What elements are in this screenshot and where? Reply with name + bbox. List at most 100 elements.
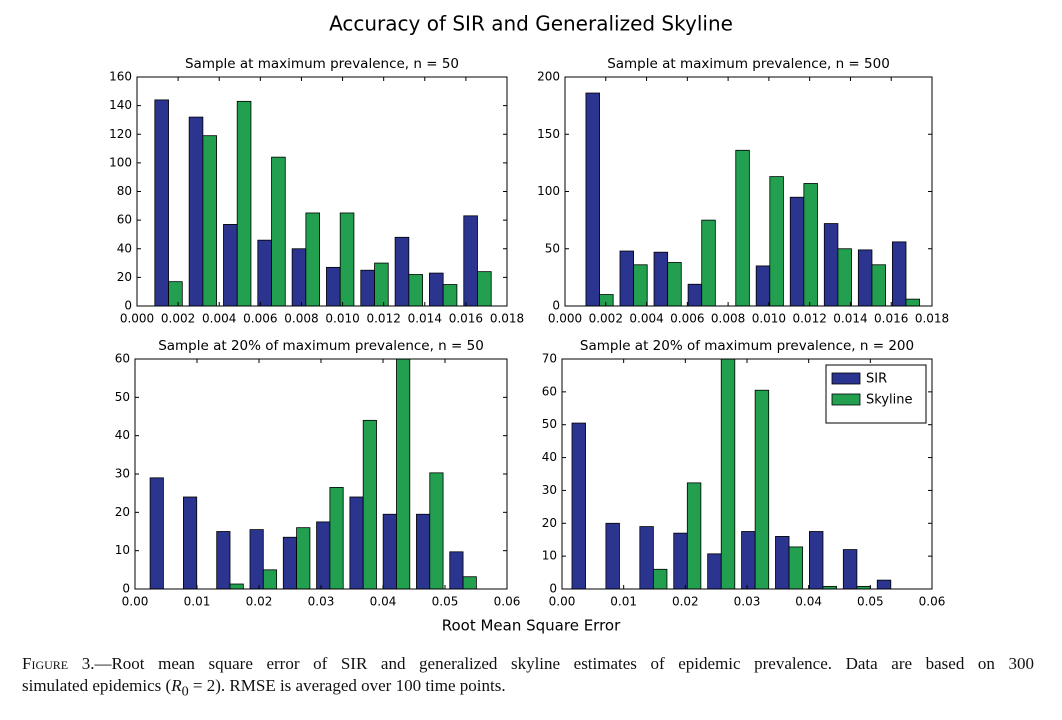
bar [429,272,444,306]
x-tick-label: 0.03 [308,595,335,609]
y-tick-label: 70 [542,352,557,366]
figure: Accuracy of SIR and Generalized Skyline … [109,12,949,635]
x-tick-label: 0.05 [432,595,459,609]
y-tick-label: 40 [117,241,132,255]
y-tick-label: 140 [109,98,132,112]
y-tick-label: 10 [542,549,557,563]
bar [154,99,169,306]
y-tick-label: 60 [542,384,557,398]
y-tick-label: 30 [542,483,557,497]
chart-title: Sample at maximum prevalence, n = 500 [607,56,890,72]
bar [329,487,344,589]
bar [477,271,492,306]
bar [571,422,586,589]
bar [842,549,858,589]
chart-title: Sample at maximum prevalence, n = 50 [185,56,459,72]
x-tick-label: 0.06 [494,595,521,609]
bar [871,264,886,306]
bar [905,298,921,306]
bar [639,526,654,589]
bar [305,212,320,306]
caption-line: simulated epidemics (R0 = 2). RMSE is av… [22,676,1034,700]
x-tick-label: 0.000 [548,312,582,326]
x-tick-label: 0.010 [752,312,786,326]
x-tick-label: 0.00 [122,595,149,609]
bar [686,482,702,589]
y-tick-label: 50 [115,390,130,404]
x-tick-label: 0.006 [670,312,704,326]
x-tick-label: 0.008 [711,312,745,326]
y-tick-label: 50 [545,241,560,255]
bar [360,269,375,306]
x-tick-label: 0.010 [325,312,359,326]
bar [599,294,614,306]
bar [349,496,364,589]
y-tick-label: 60 [115,352,130,366]
x-tick-label: 0.03 [734,595,761,609]
x-axis-label: Root Mean Square Error [442,617,621,635]
bar [633,264,648,306]
y-tick-label: 120 [109,127,132,141]
x-tick-label: 0.018 [490,312,524,326]
x-tick-label: 0.004 [202,312,236,326]
bar [605,522,620,589]
bar [262,569,278,589]
chart-title: Sample at 20% of maximum prevalence, n =… [580,338,914,354]
x-tick-label: 0.05 [857,595,884,609]
y-tick-label: 150 [537,127,560,141]
bar [823,223,839,306]
bar [652,568,668,589]
caption-line: Figure 3.—Root mean square error of SIR … [22,654,1034,674]
x-tick-label: 0.01 [184,595,211,609]
bar [223,224,238,306]
y-tick-label: 20 [115,505,130,519]
x-tick-label: 0.014 [833,312,867,326]
legend-label: Skyline [866,393,912,408]
figure-title: Accuracy of SIR and Generalized Skyline [329,12,733,36]
bar [229,583,244,589]
y-tick-label: 20 [117,270,132,284]
bar [282,536,298,589]
bar [362,419,377,589]
bar [429,472,444,589]
caption-label: Figure 3. [22,654,95,673]
y-tick-label: 0 [122,582,130,596]
bar [701,219,716,306]
x-tick-label: 0.008 [284,312,318,326]
bar [735,149,750,306]
bar [673,532,688,589]
bar [188,116,204,306]
bar [236,100,252,306]
x-tick-label: 0.002 [161,312,195,326]
x-tick-label: 0.002 [589,312,623,326]
caption-subscript: 0 [181,683,189,700]
bar [416,513,431,589]
plot [571,359,892,589]
bar [876,579,892,589]
y-tick-label: 20 [542,516,557,530]
y-tick-label: 100 [109,155,132,169]
bar [257,239,272,306]
bar [667,262,682,306]
bar [837,248,852,306]
bar [149,477,164,589]
bar [296,527,311,589]
bar [754,389,770,589]
y-tick-label: 40 [542,450,557,464]
bar [755,265,771,306]
y-tick-label: 0 [549,582,557,596]
y-tick-label: 0 [552,299,560,313]
x-tick-label: 0.006 [243,312,277,326]
y-tick-label: 50 [542,417,557,431]
x-tick-label: 0.000 [120,312,154,326]
y-tick-label: 100 [537,184,560,198]
x-tick-label: 0.004 [629,312,663,326]
bar [216,531,231,589]
y-tick-label: 30 [115,467,130,481]
x-tick-label: 0.04 [370,595,397,609]
caption-symbol: R [171,676,182,695]
bar [396,359,411,589]
bar [408,274,423,306]
plot [154,99,492,306]
bar [339,212,355,306]
